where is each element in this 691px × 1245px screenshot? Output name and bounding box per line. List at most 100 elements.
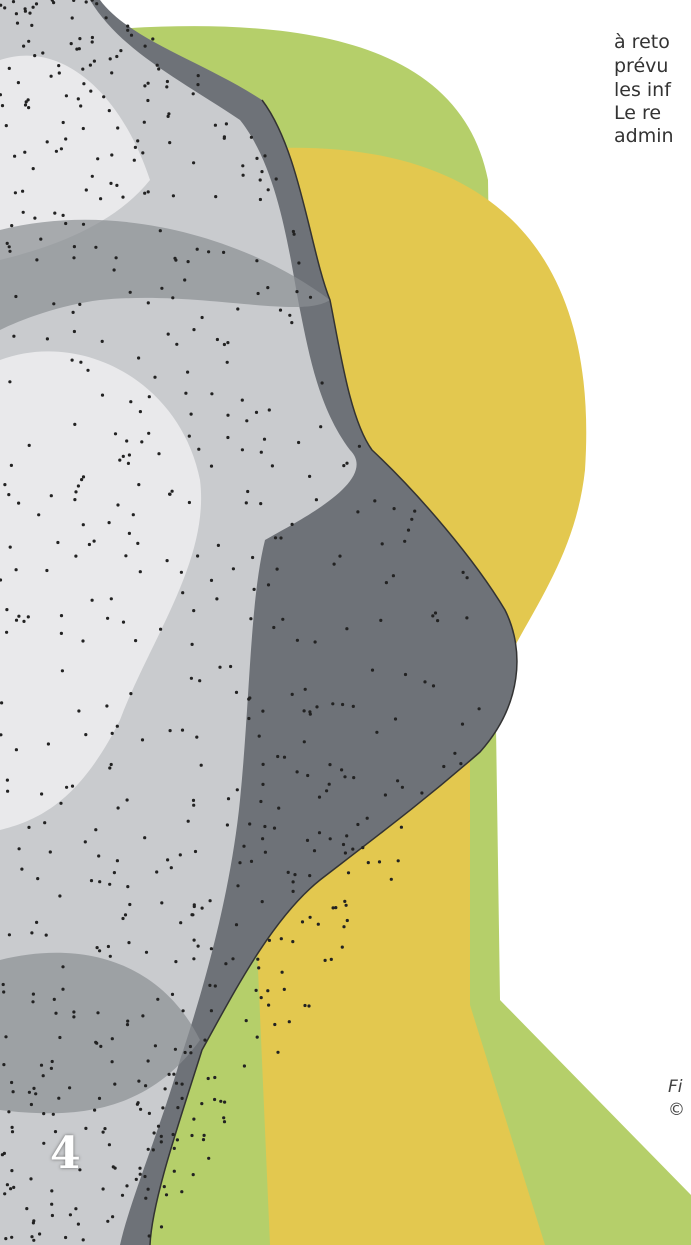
mesh-dot xyxy=(61,120,65,125)
mesh-dot xyxy=(172,1146,176,1150)
mesh-dot xyxy=(90,35,94,40)
mesh-dot xyxy=(189,1051,193,1055)
mesh-dot xyxy=(276,754,280,759)
mesh-dot xyxy=(172,1169,176,1173)
mesh-dot xyxy=(188,1044,192,1049)
mesh-dot xyxy=(124,554,128,558)
mesh-dot xyxy=(389,877,393,881)
mesh-dot xyxy=(291,880,295,884)
mesh-dot xyxy=(477,707,481,711)
mesh-dot xyxy=(413,509,417,513)
mesh-dot xyxy=(8,545,12,549)
mesh-dot xyxy=(260,170,264,174)
mesh-dot xyxy=(112,871,116,875)
mesh-dot xyxy=(89,89,93,93)
mesh-dot xyxy=(74,554,78,558)
mesh-dot xyxy=(109,762,113,767)
mesh-dot xyxy=(81,475,86,479)
mesh-dot xyxy=(32,1086,36,1090)
mesh-dot xyxy=(16,81,20,85)
mesh-dot xyxy=(238,861,242,865)
mesh-dot xyxy=(26,98,30,102)
mesh-dot xyxy=(3,483,7,487)
mesh-dot xyxy=(423,680,427,684)
mesh-dot xyxy=(73,498,77,502)
mesh-dot xyxy=(192,957,196,961)
mesh-dot xyxy=(286,870,290,875)
mesh-dot xyxy=(252,587,256,592)
mesh-dot xyxy=(208,899,212,903)
mesh-dot xyxy=(196,554,200,558)
mesh-dot xyxy=(295,770,299,774)
mesh-dot xyxy=(108,882,112,886)
mesh-dot xyxy=(300,920,305,924)
mesh-dot xyxy=(229,664,233,669)
mesh-dot xyxy=(308,295,313,299)
mesh-dot xyxy=(226,435,230,440)
mesh-dot xyxy=(54,149,59,153)
mesh-dot xyxy=(52,0,56,5)
mesh-dot xyxy=(202,1133,206,1137)
mesh-dot xyxy=(403,672,408,677)
mesh-dot xyxy=(74,1207,78,1211)
mesh-dot xyxy=(106,1219,110,1223)
mesh-dot xyxy=(126,461,130,465)
mesh-dot xyxy=(308,874,312,878)
text-line: admin xyxy=(614,125,674,147)
mesh-dot xyxy=(36,877,40,881)
mesh-dot xyxy=(165,559,169,563)
mesh-dot xyxy=(105,704,109,708)
mesh-dot xyxy=(295,638,299,642)
mesh-dot xyxy=(312,849,317,853)
mesh-dot xyxy=(342,925,346,929)
mesh-dot xyxy=(126,24,130,28)
mesh-dot xyxy=(209,1009,213,1013)
mesh-dot xyxy=(33,216,37,220)
figure-caption: Fi xyxy=(668,1077,683,1097)
mesh-dot xyxy=(45,140,49,144)
mesh-dot xyxy=(213,984,217,988)
mesh-dot xyxy=(146,190,150,194)
mesh-dot xyxy=(136,1101,140,1105)
mesh-dot xyxy=(81,222,86,226)
mesh-dot xyxy=(215,597,219,601)
mesh-dot xyxy=(5,241,9,245)
mesh-dot xyxy=(98,949,102,953)
mesh-dot xyxy=(95,946,99,950)
mesh-dot xyxy=(21,210,25,214)
mesh-dot xyxy=(29,1177,33,1181)
mesh-dot xyxy=(14,294,18,299)
mesh-dot xyxy=(352,776,356,780)
mesh-dot xyxy=(29,1102,33,1107)
text-line: à reto xyxy=(614,31,670,53)
mesh-dot xyxy=(116,126,120,130)
mesh-dot xyxy=(42,1112,46,1116)
mesh-dot xyxy=(186,260,190,264)
mesh-dot xyxy=(70,358,74,362)
mesh-dot xyxy=(68,1213,72,1217)
mesh-dot xyxy=(219,1099,223,1103)
mesh-dot xyxy=(39,1063,44,1067)
mesh-dot xyxy=(10,1125,14,1129)
mesh-dot xyxy=(259,799,263,804)
mesh-dot xyxy=(167,112,171,116)
mesh-dot xyxy=(240,398,244,402)
mesh-dot xyxy=(436,619,440,623)
mesh-dot xyxy=(345,461,349,465)
mesh-dot xyxy=(7,933,11,937)
mesh-dot xyxy=(244,501,248,505)
mesh-dot xyxy=(155,63,159,67)
mesh-dot xyxy=(361,846,365,850)
figure-credit: © xyxy=(668,1100,685,1120)
mesh-dot xyxy=(27,1090,31,1094)
mesh-dot xyxy=(280,970,284,974)
mesh-dot xyxy=(380,542,384,546)
mesh-dot xyxy=(198,679,202,683)
mesh-dot xyxy=(209,578,214,583)
mesh-dot xyxy=(270,464,274,468)
mesh-dot xyxy=(107,109,111,113)
mesh-dot xyxy=(106,944,110,949)
mesh-dot xyxy=(96,157,100,161)
mesh-dot xyxy=(147,431,151,435)
mesh-dot xyxy=(273,1022,277,1027)
